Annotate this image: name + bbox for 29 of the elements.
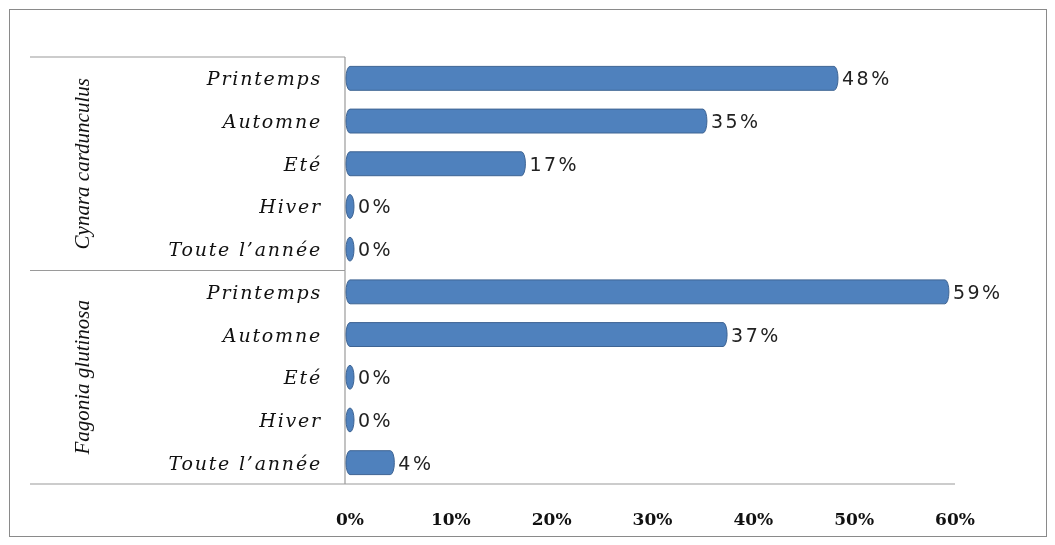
data-label: 59% — [952, 280, 1003, 303]
data-label: 48% — [842, 67, 892, 90]
x-tick-label: 50% — [834, 509, 875, 529]
x-tick-label: 40% — [733, 509, 774, 529]
x-tick-label: 0% — [336, 509, 364, 529]
y-tick-label: Printemps — [205, 67, 322, 90]
data-label: 0% — [358, 238, 394, 261]
y-axis-title: Cynara cardunculus — [70, 78, 94, 250]
data-label: 37% — [731, 323, 781, 346]
y-tick-label: Hiver — [258, 408, 323, 431]
data-label: 0% — [358, 366, 394, 389]
x-tick-label: 20% — [531, 509, 572, 529]
y-tick-label: Toute l’année — [168, 451, 322, 474]
data-label: 0% — [358, 195, 394, 218]
y-tick-label: Automne — [220, 323, 322, 346]
x-tick-label: 60% — [935, 509, 975, 529]
data-label: 35% — [710, 110, 761, 133]
y-tick-label: Printemps — [205, 280, 322, 303]
data-label: 17% — [529, 152, 580, 175]
y-tick-label: Toute l’année — [168, 238, 322, 261]
y-tick-label: Eté — [282, 152, 322, 175]
y-tick-label: Eté — [282, 366, 322, 389]
data-label: 4% — [398, 451, 434, 474]
data-label: 0% — [358, 408, 394, 431]
x-tick-label: 30% — [632, 509, 673, 529]
y-tick-label: Hiver — [258, 195, 323, 218]
y-axis-title: Fagonia glutinosa — [70, 299, 94, 456]
x-tick-label: 10% — [430, 509, 471, 529]
y-tick-label: Automne — [220, 110, 322, 133]
